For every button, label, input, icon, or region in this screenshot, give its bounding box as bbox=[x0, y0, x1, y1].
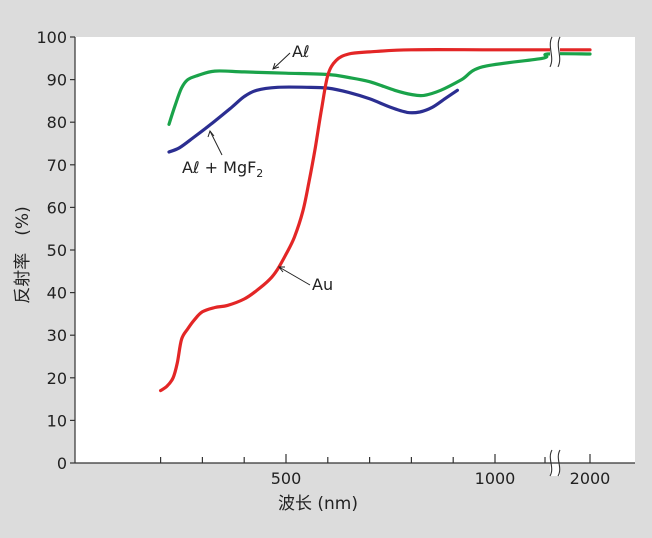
series-line-au bbox=[159, 48, 592, 393]
series-line-al-mgf2 bbox=[167, 85, 459, 154]
y-tick-label: 10 bbox=[47, 411, 67, 430]
annotation-al-arrowhead bbox=[272, 62, 280, 70]
annotation-al-arrow bbox=[272, 52, 291, 70]
annotation-al-mgf2: Aℓ + MgF2 bbox=[182, 129, 263, 180]
y-tick-label: 0 bbox=[57, 454, 67, 473]
annotation-au-label: Au bbox=[312, 275, 333, 294]
x-tick-label: 2000 bbox=[570, 469, 611, 488]
annotation-au-arrow bbox=[278, 266, 311, 286]
y-tick-label: 40 bbox=[47, 284, 67, 303]
plot-area bbox=[75, 37, 635, 463]
x-axis-title: 波长 (nm) bbox=[278, 494, 358, 514]
x-tick-label: 1000 bbox=[475, 469, 516, 488]
series-layer bbox=[159, 48, 592, 393]
axis-break-curve bbox=[557, 36, 561, 68]
annotation-al-mgf2-subscript: 2 bbox=[256, 167, 263, 180]
axis-break-gap bbox=[550, 36, 560, 67]
y-tick-label: 50 bbox=[47, 241, 67, 260]
annotation-al: Aℓ bbox=[272, 42, 310, 70]
annotation-au-arrowhead bbox=[277, 266, 285, 273]
y-tick-label: 20 bbox=[47, 369, 67, 388]
series-line-al bbox=[167, 52, 592, 126]
x-axis-ticks: 500 1000 2000 bbox=[160, 454, 611, 488]
annotation-au: Au bbox=[277, 266, 333, 294]
y-tick-label: 30 bbox=[47, 326, 67, 345]
annotation-al-mgf2-main: Aℓ + MgF bbox=[182, 158, 256, 177]
y-tick-label: 80 bbox=[47, 113, 67, 132]
y-tick-label: 70 bbox=[47, 156, 67, 175]
y-tick-label: 100 bbox=[36, 28, 67, 47]
y-axis-ticks: 0 10 20 30 40 50 60 70 80 90 100 bbox=[36, 28, 75, 473]
y-tick-label: 90 bbox=[47, 71, 67, 90]
y-axis-title: 反射率 (%) bbox=[13, 206, 33, 303]
annotation-al-mgf2-arrow bbox=[209, 130, 223, 156]
y-tick-label: 60 bbox=[47, 198, 67, 217]
annotation-al-label: Aℓ bbox=[292, 42, 310, 61]
x-tick-label: 500 bbox=[271, 469, 302, 488]
axis-break-curve bbox=[549, 36, 553, 68]
annotation-al-mgf2-arrowhead bbox=[207, 129, 215, 138]
annotation-al-mgf2-label: Aℓ + MgF2 bbox=[182, 158, 263, 180]
